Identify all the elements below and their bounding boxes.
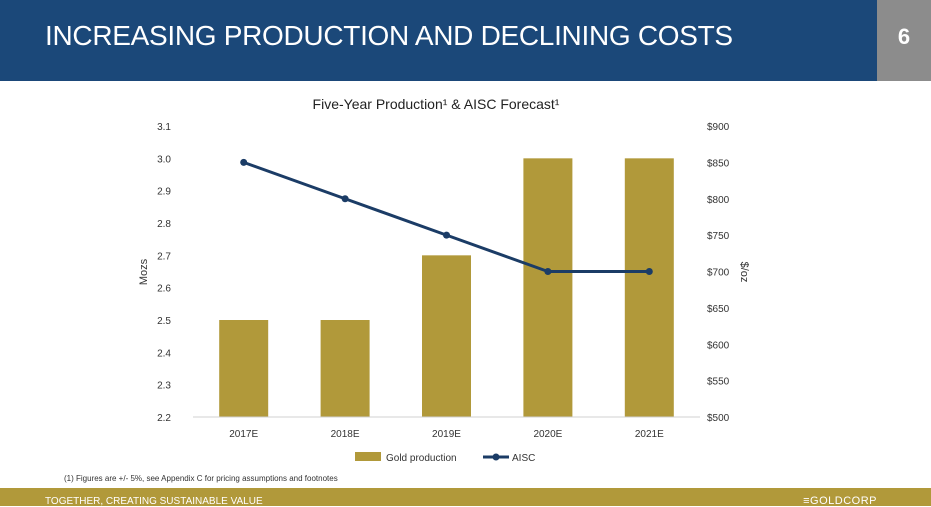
bar-gold-production (219, 320, 269, 417)
point-aisc (341, 195, 349, 203)
legend-label-gold-production: Gold production (386, 453, 457, 464)
y-tick-label: 3.1 (157, 122, 171, 133)
x-tick-label: 2020E (533, 429, 562, 440)
y-tick-label: 2.4 (157, 348, 171, 359)
legend-marker-aisc (492, 453, 500, 461)
page-number: 6 (897, 24, 911, 49)
page-number-box: 6 (877, 0, 931, 81)
y-tick-label: 2.3 (157, 381, 171, 392)
bar-gold-production (523, 158, 573, 418)
x-tick-label: 2017E (229, 429, 258, 440)
slide-title: INCREASING PRODUCTION AND DECLINING COST… (45, 20, 733, 51)
y2-tick-label: $500 (707, 413, 730, 424)
y2-tick-label: $650 (707, 304, 730, 315)
point-aisc (645, 268, 653, 275)
header-bar: INCREASING PRODUCTION AND DECLINING COST… (0, 0, 877, 81)
y-tick-label: 2.8 (157, 219, 171, 230)
y-tick-label: 2.2 (157, 413, 171, 424)
y-tick-label: 2.7 (157, 251, 171, 262)
y-axis-label: Mozs (138, 258, 150, 285)
y2-tick-label: $550 (707, 377, 730, 388)
x-tick-label: 2018E (331, 429, 360, 440)
chart-title: Five-Year Production¹ & AISC Forecast¹ (313, 96, 560, 112)
y-tick-label: 2.6 (157, 284, 171, 295)
footnote: (1) Figures are +/- 5%, see Appendix C f… (64, 474, 338, 483)
series-line-aisc (243, 160, 650, 273)
legend-swatch-gold-production (355, 452, 381, 461)
point-aisc (544, 268, 552, 275)
y2-tick-label: $800 (707, 195, 730, 206)
legend-label-aisc: AISC (512, 453, 535, 464)
y-tick-label: 3.0 (157, 154, 171, 165)
y2-tick-label: $600 (707, 340, 730, 351)
goldcorp-logo: ≡GOLDCORP (803, 495, 877, 507)
x-tick-label: 2019E (432, 429, 461, 440)
y2-axis-label: $/oz (738, 262, 750, 283)
x-tick-label: 2021E (635, 429, 664, 440)
point-aisc (240, 158, 248, 166)
footer-bar: TOGETHER, CREATING SUSTAINABLE VALUE ≡GO… (0, 488, 931, 507)
footer-tagline: TOGETHER, CREATING SUSTAINABLE VALUE (45, 496, 263, 507)
y2-tick-label: $850 (707, 158, 730, 169)
bar-gold-production (320, 320, 370, 417)
bar-gold-production (624, 158, 674, 418)
y2-tick-label: $900 (707, 122, 730, 133)
point-aisc (443, 231, 450, 239)
y2-tick-label: $750 (707, 231, 730, 242)
y2-tick-label: $700 (707, 268, 730, 279)
bar-gold-production (422, 255, 471, 417)
y-tick-label: 2.5 (157, 316, 171, 327)
y-tick-label: 2.9 (157, 187, 171, 198)
